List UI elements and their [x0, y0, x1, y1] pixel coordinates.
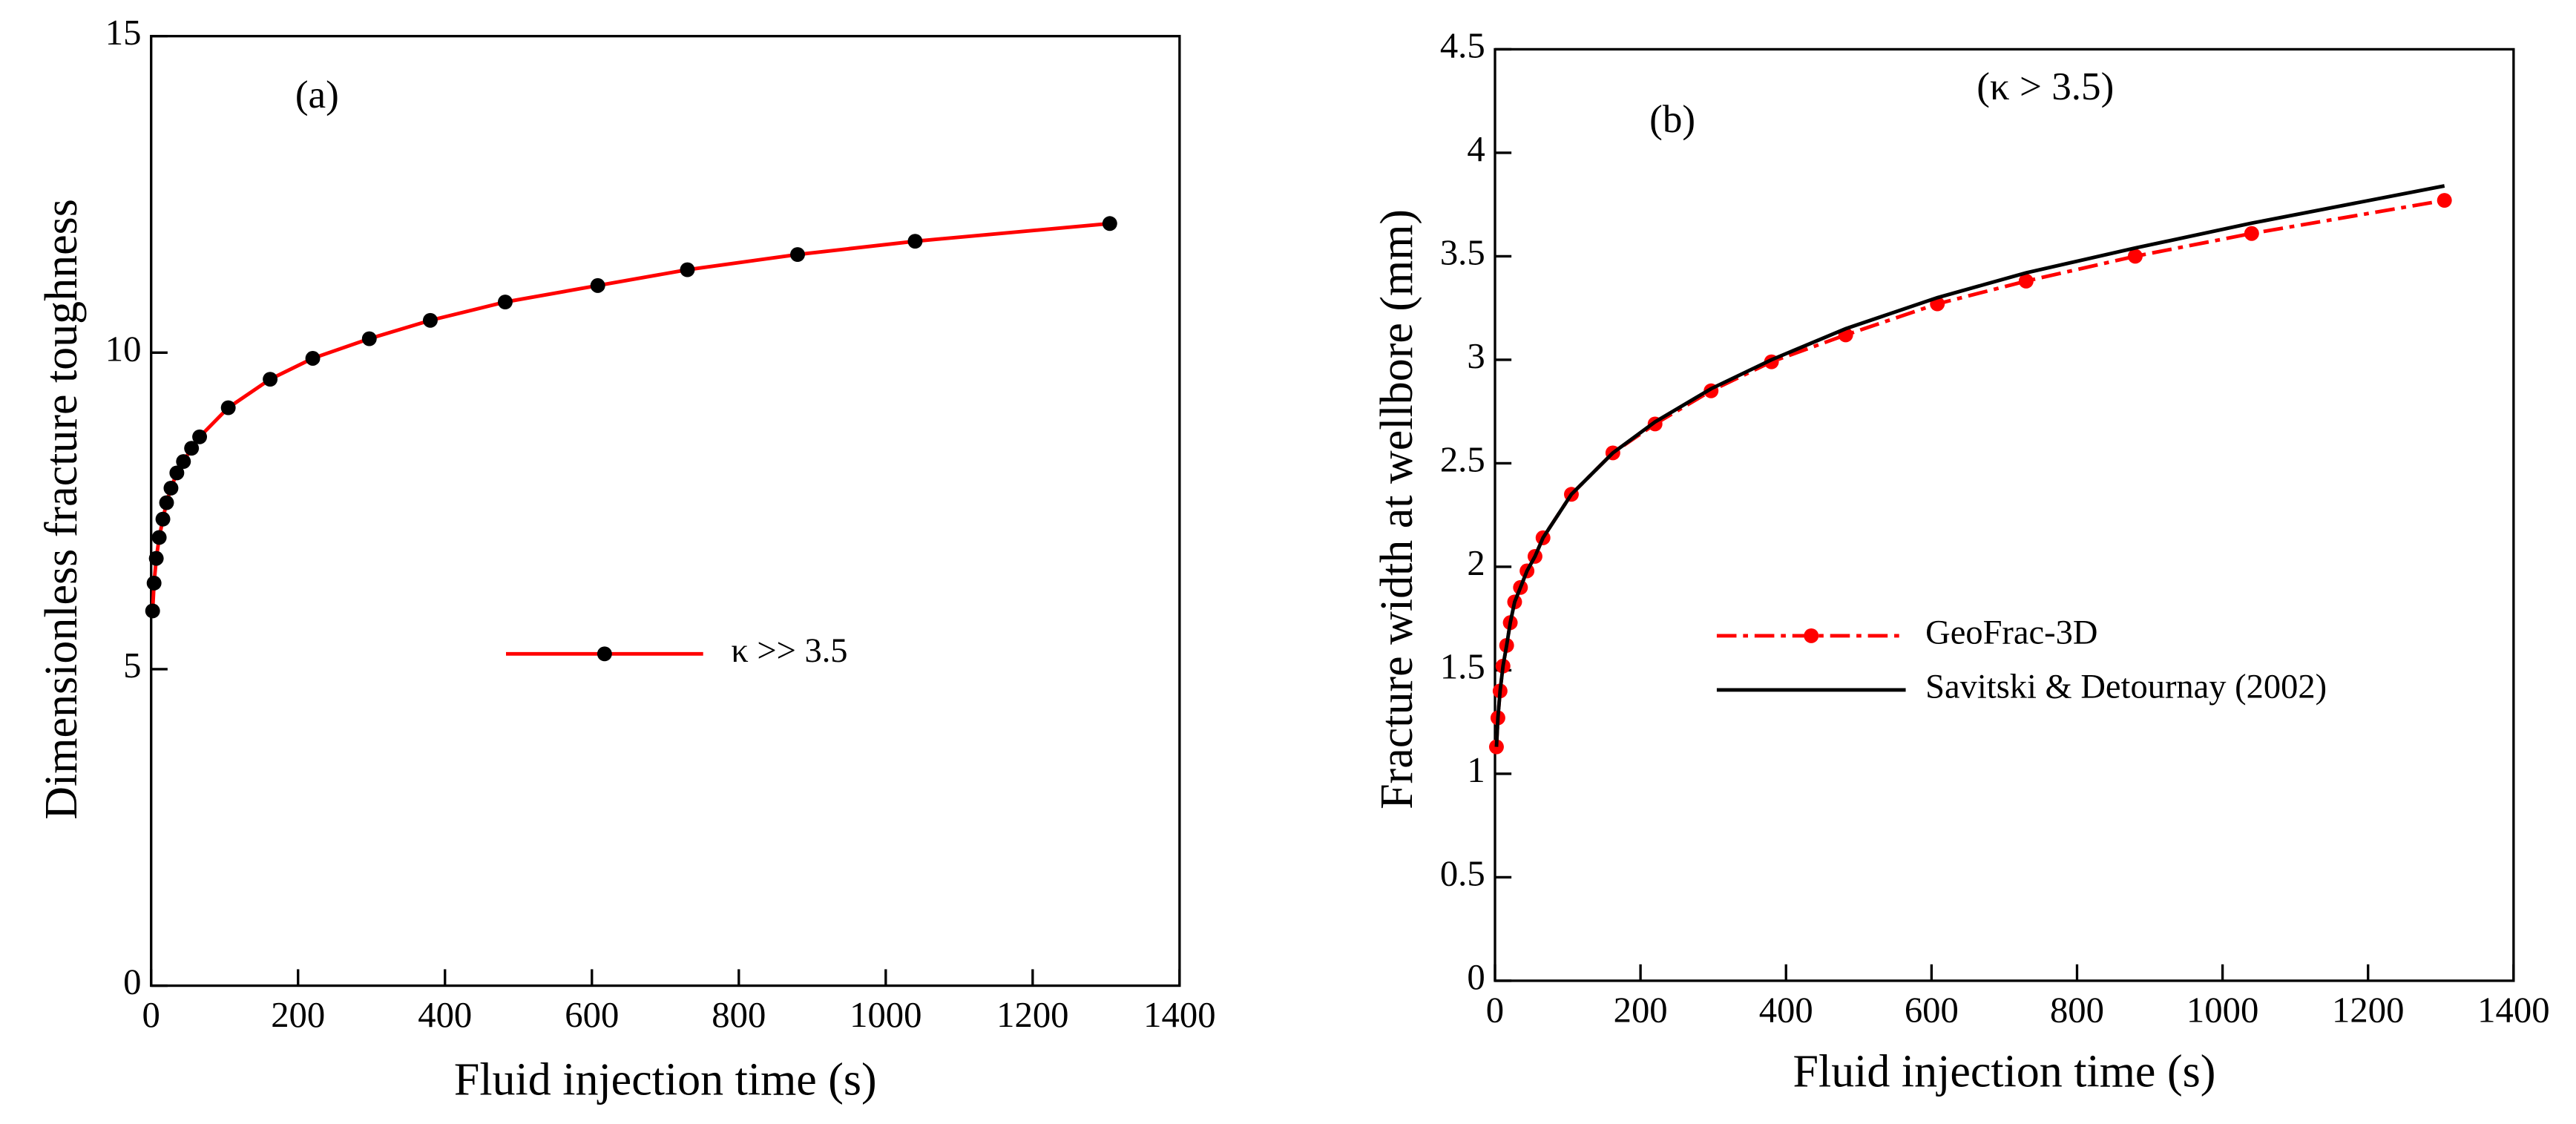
x-tick-label: 400 [1759, 990, 1813, 1030]
data-point [422, 312, 438, 328]
x-tick-label: 600 [1905, 990, 1959, 1030]
data-point [148, 551, 164, 566]
x-axis-title: Fluid injection time (s) [454, 1055, 877, 1105]
data-point [263, 372, 278, 387]
series-line [1494, 198, 2445, 747]
data-point [361, 331, 377, 346]
data-point [2244, 226, 2259, 241]
data-point [590, 277, 605, 293]
x-axis-title: Fluid injection time (s) [1793, 1047, 2215, 1097]
y-tick-label: 10 [105, 329, 142, 369]
x-tick-label: 600 [565, 995, 619, 1035]
y-tick-label: 4.5 [1440, 26, 1485, 66]
y-tick-label: 5 [123, 645, 141, 686]
y-axis-title: Fracture width at wellbore (mm) [1372, 209, 1422, 809]
x-tick-label: 800 [712, 995, 766, 1035]
data-point [907, 234, 923, 249]
x-tick-label: 1200 [2332, 990, 2404, 1030]
data-point [2018, 273, 2034, 289]
legend-label: GeoFrac-3D [1925, 614, 2097, 652]
y-tick-label: 3 [1467, 336, 1485, 376]
x-tick-label: 0 [142, 995, 160, 1035]
y-tick-label: 2.5 [1440, 440, 1485, 480]
annotation: (b) [1649, 98, 1695, 141]
y-tick-label: 0 [123, 962, 141, 1002]
data-point [151, 530, 167, 545]
x-tick-label: 200 [1614, 990, 1668, 1030]
y-tick-label: 0 [1467, 957, 1485, 997]
data-point [220, 400, 236, 415]
data-point [163, 480, 179, 496]
y-axis-title: Dimensionless fracture toughness [36, 199, 87, 820]
x-tick-label: 800 [2050, 990, 2104, 1030]
x-tick-label: 1200 [996, 995, 1068, 1035]
plot-frame [150, 35, 1181, 987]
x-tick-label: 400 [418, 995, 472, 1035]
x-tick-label: 1400 [1143, 995, 1215, 1035]
data-point [2127, 249, 2143, 264]
data-point [159, 495, 174, 510]
legend-marker [1804, 628, 1819, 643]
series-line [1494, 184, 2445, 747]
data-point [1102, 216, 1117, 231]
data-point [305, 351, 321, 366]
y-tick-label: 3.5 [1440, 233, 1485, 273]
y-tick-label: 1 [1467, 750, 1485, 790]
data-point [145, 603, 160, 619]
data-point [1488, 739, 1504, 755]
x-tick-label: 1400 [2477, 990, 2549, 1030]
data-point [176, 454, 191, 470]
y-tick-label: 15 [105, 13, 142, 53]
legend-label: κ >> 3.5 [731, 632, 847, 670]
data-point [155, 511, 171, 527]
y-tick-label: 0.5 [1440, 854, 1485, 894]
x-tick-label: 1000 [2186, 990, 2258, 1030]
data-point [2437, 193, 2452, 208]
annotation: (a) [295, 73, 339, 116]
data-point [497, 295, 513, 310]
x-tick-label: 1000 [850, 995, 921, 1035]
legend-marker [597, 646, 612, 662]
data-point [169, 465, 185, 481]
series-line [151, 221, 1111, 611]
y-tick-label: 2 [1467, 543, 1485, 583]
data-point [680, 262, 695, 277]
y-tick-label: 4 [1467, 129, 1485, 169]
data-point [184, 441, 200, 456]
x-tick-label: 200 [271, 995, 325, 1035]
data-point [146, 575, 162, 591]
plot-frame [1494, 47, 2515, 982]
legend-label: Savitski & Detournay (2002) [1925, 668, 2327, 706]
y-tick-label: 1.5 [1440, 647, 1485, 687]
x-tick-label: 0 [1486, 990, 1504, 1030]
annotation: (κ > 3.5) [1977, 65, 2114, 108]
data-point [790, 247, 805, 263]
data-point [192, 429, 208, 444]
